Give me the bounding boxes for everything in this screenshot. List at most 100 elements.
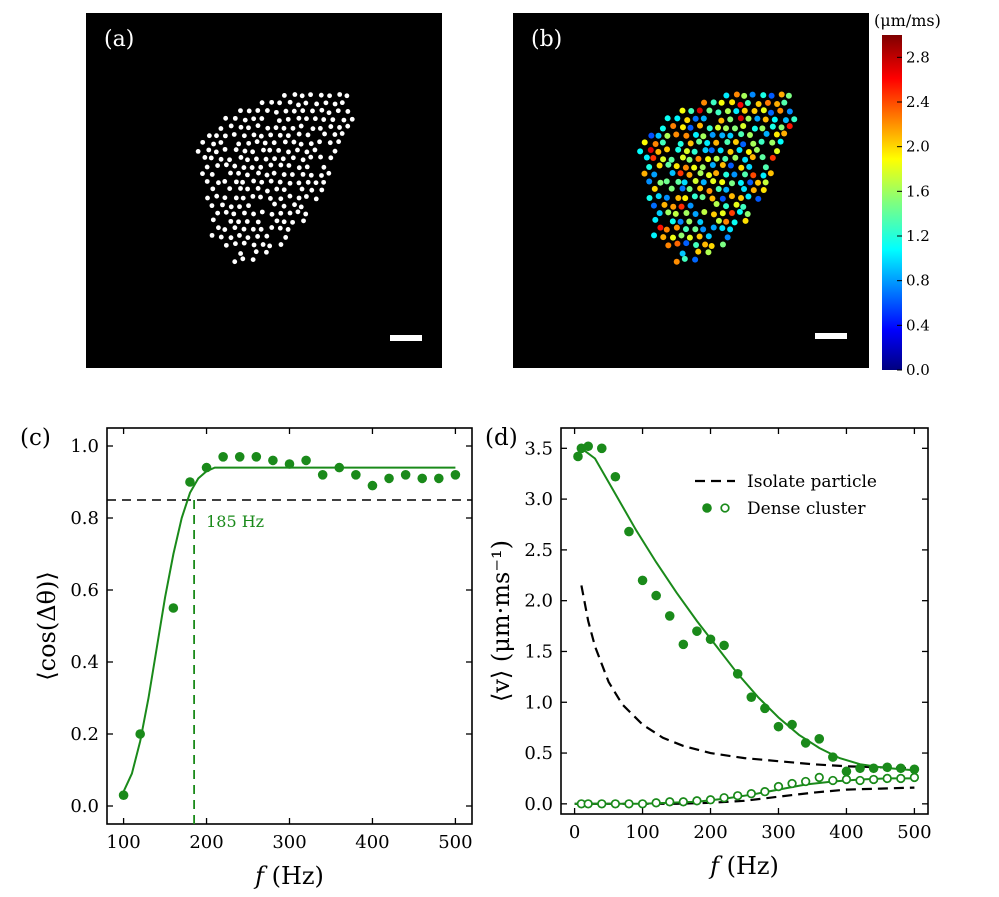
particle-dot	[282, 139, 288, 145]
dense-cluster-open-point	[882, 773, 892, 784]
particle-dot	[233, 195, 239, 201]
particle-dot	[651, 185, 658, 192]
dense-cluster-open-point	[637, 799, 648, 809]
particle-dot	[317, 126, 323, 131]
particle-dot	[222, 179, 228, 184]
particle-dot	[330, 117, 336, 123]
x-tick-label: 100	[625, 822, 659, 843]
particle-dot	[682, 226, 689, 233]
panel-a-label: (a)	[104, 27, 135, 52]
particle-dot	[295, 209, 301, 215]
dense-cluster-open-point	[909, 772, 920, 783]
particle-dot	[309, 187, 315, 193]
particle-dot	[321, 117, 327, 122]
dense-cluster-point	[787, 719, 797, 730]
particle-dot	[296, 180, 302, 186]
particle-dot	[233, 179, 239, 185]
particle-dot	[323, 100, 329, 106]
data-point	[268, 455, 278, 466]
data-point	[218, 452, 228, 462]
y-axis-label: ⟨v⟩ (μm·ms⁻¹)	[487, 540, 515, 702]
particle-dot	[211, 141, 216, 147]
particle-dot	[328, 155, 334, 161]
particle-dot	[238, 155, 244, 160]
data-point	[118, 790, 129, 800]
dense-cluster-point	[651, 590, 661, 601]
particle-dot	[255, 219, 261, 225]
isolate-particle-line	[580, 585, 915, 770]
particle-dot	[237, 204, 242, 210]
particle-dot	[278, 162, 284, 168]
particle-dot	[657, 224, 664, 231]
dense-cluster-open-point	[773, 781, 784, 792]
particle-dot	[709, 195, 716, 202]
panel-a-image: (a)	[86, 13, 442, 368]
particle-dot	[233, 147, 239, 153]
particle-dot	[337, 92, 343, 97]
particle-dot	[733, 108, 740, 115]
particle-dot	[256, 170, 261, 176]
particle-dot	[236, 170, 241, 176]
particle-dot	[218, 126, 224, 131]
particle-dot	[319, 107, 325, 113]
dense-cluster-point	[828, 752, 838, 762]
particle-dot	[232, 225, 238, 231]
particle-dot	[722, 155, 729, 162]
particle-dot	[310, 126, 316, 132]
particle-dot	[232, 115, 238, 121]
particle-dot	[661, 201, 668, 208]
particle-dot	[686, 186, 693, 193]
particle-dot	[763, 130, 770, 137]
particle-dot	[200, 139, 206, 145]
particle-dot	[664, 132, 671, 139]
particle-dot	[778, 124, 785, 131]
x-tick-label: 0	[569, 822, 580, 843]
particle-dot	[741, 186, 748, 193]
x-axis-label: f (Hz)	[708, 852, 779, 880]
particle-dot	[290, 219, 295, 225]
particle-dot	[647, 146, 654, 153]
x-tick-label: 200	[189, 832, 223, 853]
particle-dot	[692, 256, 699, 263]
particle-dot	[273, 109, 279, 115]
scale-bar-a	[390, 335, 422, 341]
dense-cluster-open-point	[855, 775, 865, 786]
particle-dot	[656, 210, 663, 217]
particle-dot	[222, 227, 228, 232]
particle-dot	[769, 154, 776, 161]
particle-dot	[327, 93, 332, 99]
particle-dot	[740, 141, 747, 148]
dense-cluster-open-point	[597, 799, 607, 809]
particle-dot	[300, 108, 306, 114]
particle-dot	[267, 147, 273, 153]
particle-dot	[692, 210, 699, 217]
particle-dot	[341, 117, 347, 123]
particle-dot	[740, 123, 747, 130]
particle-dot	[669, 170, 676, 177]
particle-dot	[656, 162, 663, 169]
particle-dot	[641, 170, 648, 177]
particle-dot	[314, 101, 320, 107]
particle-dot	[241, 226, 247, 232]
particle-dot	[750, 140, 757, 147]
particle-dot	[745, 193, 752, 200]
particle-dot	[717, 147, 724, 154]
particle-dot	[321, 179, 327, 185]
dense-cluster-open-point	[868, 774, 879, 785]
dense-cluster-open-point	[678, 797, 688, 807]
particle-dot	[713, 139, 720, 146]
particle-dot	[668, 156, 675, 163]
particle-dot	[238, 108, 243, 114]
particle-dot	[733, 201, 740, 208]
particle-dot	[705, 249, 712, 256]
particle-dot	[209, 203, 215, 209]
particle-dot	[238, 186, 243, 191]
particle-dot	[670, 203, 677, 210]
dense-cluster-open-point	[801, 776, 811, 787]
particle-dot	[209, 232, 215, 238]
particle-dot	[228, 204, 234, 210]
particle-dot	[675, 178, 682, 185]
particle-dot	[332, 101, 338, 107]
particle-dot	[265, 188, 270, 194]
particle-dot	[709, 131, 716, 138]
